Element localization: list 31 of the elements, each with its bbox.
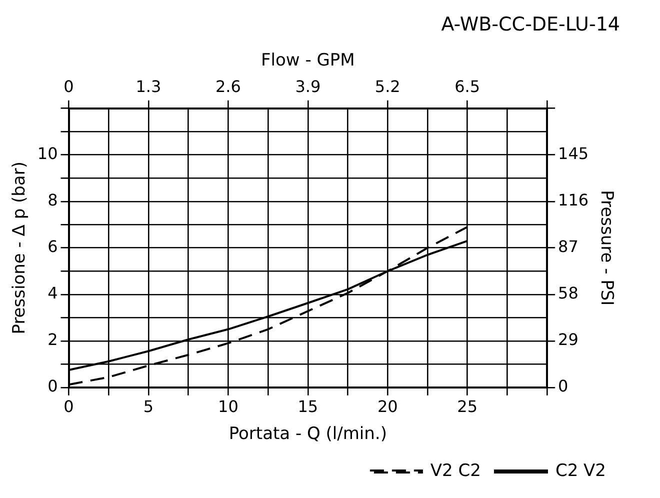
x-tick-label: 25 — [457, 397, 478, 416]
y-tick-label: 8 — [48, 190, 58, 210]
y2-tick-label: 29 — [558, 330, 578, 350]
chart-title: A-WB-CC-DE-LU-14 — [441, 13, 620, 36]
y-axis-title: Pressione - Δ p (bar) — [10, 162, 30, 334]
y-tick-label: 6 — [48, 237, 58, 256]
x-tick-label: 20 — [377, 397, 398, 416]
x-tick-label: 0 — [64, 397, 74, 416]
x2-tick-label: 3.9 — [295, 76, 321, 96]
x2-tick-label: 5.2 — [374, 76, 400, 96]
y2-tick-label: 116 — [558, 190, 589, 210]
y2-tick-label: 0 — [558, 376, 568, 396]
legend-label: V2 C2 — [430, 460, 481, 481]
y2-axis-title: Pressure - PSI — [596, 190, 616, 306]
y-tick-label: 2 — [48, 330, 58, 350]
x2-tick-label: 1.3 — [136, 76, 162, 96]
x-tick-label: 10 — [218, 397, 238, 416]
x-tick-label: 15 — [298, 397, 318, 416]
y2-tick-label: 145 — [558, 144, 589, 164]
y-tick-label: 10 — [37, 144, 58, 164]
y-tick-label: 0 — [48, 376, 58, 396]
y2-tick-label: 87 — [558, 237, 578, 256]
x2-tick-label: 0 — [64, 76, 74, 96]
x2-tick-label: 2.6 — [215, 76, 241, 96]
y2-tick-label: 58 — [558, 284, 578, 303]
y-tick-label: 4 — [48, 284, 58, 303]
legend-label: C2 V2 — [555, 460, 606, 481]
x-axis-title: Portata - Q (l/min.) — [228, 424, 387, 444]
x-tick-label: 5 — [143, 397, 154, 416]
x2-tick-label: 6.5 — [454, 76, 480, 96]
x2-axis-title: Flow - GPM — [260, 50, 355, 70]
